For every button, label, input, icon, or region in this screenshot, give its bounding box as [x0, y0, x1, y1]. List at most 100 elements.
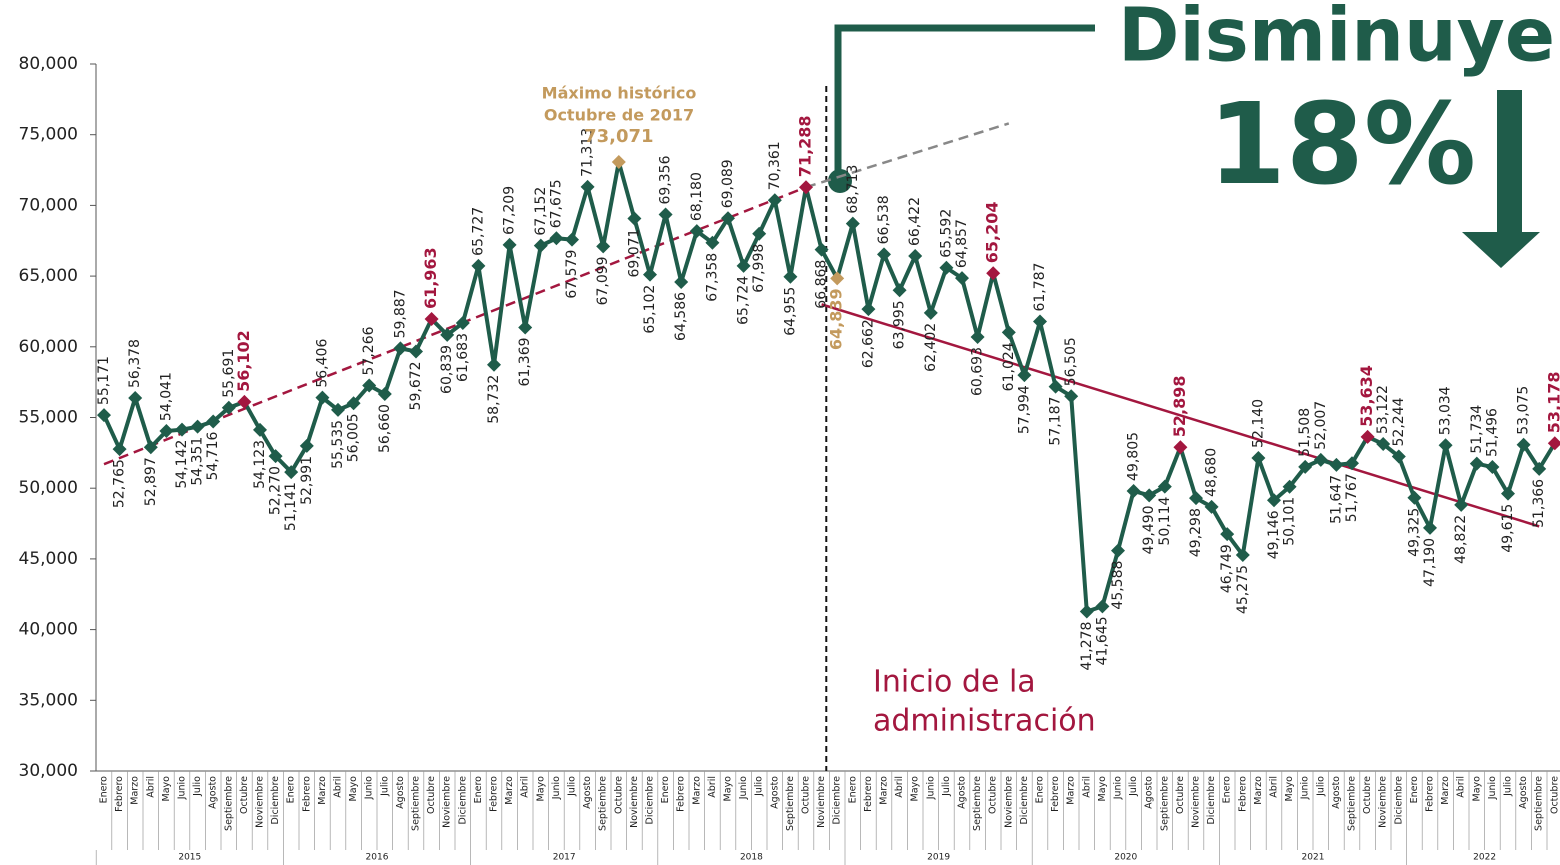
- data-point: [1423, 520, 1437, 535]
- arrow-shaft: [1497, 90, 1522, 234]
- value-label: 48,680: [1204, 448, 1220, 497]
- y-tick-label: 50,000: [19, 478, 78, 498]
- data-point: [1064, 389, 1079, 404]
- x-tick-label: Septiembre: [223, 776, 234, 831]
- data-point: [705, 235, 720, 250]
- data-point: [362, 378, 377, 393]
- x-tick-label: Noviembre: [255, 776, 266, 828]
- x-tick-label: Octubre: [613, 776, 624, 814]
- x-tick-label: Julio: [941, 776, 952, 797]
- data-point: [206, 414, 221, 429]
- y-tick-label: 40,000: [19, 620, 78, 640]
- data-point: [1532, 461, 1547, 476]
- value-label: 50,114: [1157, 497, 1173, 546]
- x-tick-label: Diciembre: [1019, 776, 1030, 825]
- y-tick-label: 80,000: [19, 54, 78, 74]
- data-point: [1360, 429, 1375, 444]
- value-label: 56,378: [127, 339, 143, 388]
- data-point: [596, 239, 611, 254]
- value-label: 59,672: [408, 361, 424, 410]
- y-tick-label: 45,000: [19, 549, 78, 569]
- value-label: 66,868: [814, 260, 830, 309]
- value-label: 65,592: [938, 209, 954, 258]
- data-point: [112, 442, 127, 457]
- x-tick-label: Enero: [286, 776, 297, 804]
- data-point: [299, 438, 314, 453]
- x-tick-label: Noviembre: [629, 776, 640, 828]
- headline: Disminuye: [1118, 0, 1555, 79]
- data-point: [627, 211, 642, 226]
- x-tick-label: Enero: [847, 776, 858, 804]
- value-label: 41,645: [1094, 616, 1110, 665]
- year-label: 2019: [927, 853, 950, 863]
- value-label: 61,024: [1001, 342, 1017, 391]
- value-label: 48,822: [1453, 515, 1469, 564]
- data-point: [221, 400, 236, 415]
- value-label: 65,102: [642, 285, 658, 334]
- data-point: [580, 179, 595, 194]
- value-label: 51,508: [1297, 408, 1313, 457]
- x-tick-label: Agosto: [395, 776, 406, 809]
- x-tick-label: Marzo: [1066, 776, 1077, 805]
- data-point: [1111, 543, 1125, 558]
- year-label: 2020: [1114, 853, 1137, 863]
- value-label: 53,178: [1544, 372, 1560, 434]
- data-point: [268, 449, 283, 464]
- x-tick-label: Agosto: [957, 776, 968, 809]
- value-label: 62,402: [923, 323, 939, 372]
- x-tick-label: Junio: [1113, 776, 1124, 800]
- x-tick-label: Septiembre: [1159, 776, 1170, 831]
- trend-line: [821, 303, 1540, 528]
- value-label: 52,898: [1170, 375, 1189, 437]
- value-label: 54,123: [252, 440, 268, 489]
- x-tick-label: Junio: [551, 776, 562, 800]
- value-label: 64,955: [782, 287, 798, 336]
- bracket: [834, 24, 1095, 180]
- data-point: [502, 237, 517, 252]
- data-point: [1298, 459, 1313, 474]
- data-point: [1516, 437, 1531, 452]
- x-tick-label: Marzo: [504, 776, 515, 805]
- value-label: 53,034: [1438, 386, 1454, 435]
- x-tick-label: Febrero: [863, 776, 874, 812]
- x-tick-label: Noviembre: [442, 776, 453, 828]
- x-tick-label: Junio: [177, 776, 188, 800]
- x-tick-label: Septiembre: [785, 776, 796, 831]
- value-label: 65,204: [983, 201, 1002, 263]
- value-label: 58,732: [486, 375, 502, 424]
- x-tick-label: Julio: [379, 776, 390, 797]
- data-point: [1547, 436, 1560, 451]
- data-point: [1126, 483, 1141, 498]
- value-label: 55,535: [330, 420, 346, 469]
- x-tick-label: Febrero: [489, 776, 500, 812]
- value-label: 56,406: [314, 339, 330, 388]
- x-tick-label: Septiembre: [1347, 776, 1358, 831]
- data-point: [814, 242, 829, 257]
- value-label: 55,691: [221, 349, 237, 398]
- x-tick-label: Enero: [1222, 776, 1233, 804]
- data-point: [1220, 527, 1235, 542]
- data-point: [1001, 325, 1016, 340]
- year-label: 2022: [1473, 853, 1496, 863]
- data-point: [175, 422, 189, 437]
- value-label: 61,963: [421, 247, 440, 309]
- data-point: [346, 396, 361, 411]
- x-tick-label: Agosto: [208, 776, 219, 809]
- data-point: [1267, 493, 1281, 508]
- value-label: 51,767: [1344, 473, 1360, 522]
- value-label: 52,991: [299, 456, 315, 505]
- year-label: 2016: [366, 853, 389, 863]
- x-tick-label: Diciembre: [645, 776, 656, 825]
- value-label: 49,490: [1141, 505, 1157, 554]
- x-tick-label: Marzo: [879, 776, 890, 805]
- data-point: [253, 422, 267, 437]
- y-tick-label: 65,000: [19, 266, 78, 286]
- value-label: 56,102: [234, 330, 253, 392]
- year-label: 2017: [553, 853, 576, 863]
- x-tick-label: Agosto: [582, 776, 593, 809]
- series-line: [102, 159, 1557, 614]
- trend-line: [805, 122, 1010, 189]
- x-tick-label: Febrero: [1237, 776, 1248, 812]
- value-label: 52,270: [268, 466, 284, 515]
- peak-note: Máximo histórico: [542, 84, 697, 103]
